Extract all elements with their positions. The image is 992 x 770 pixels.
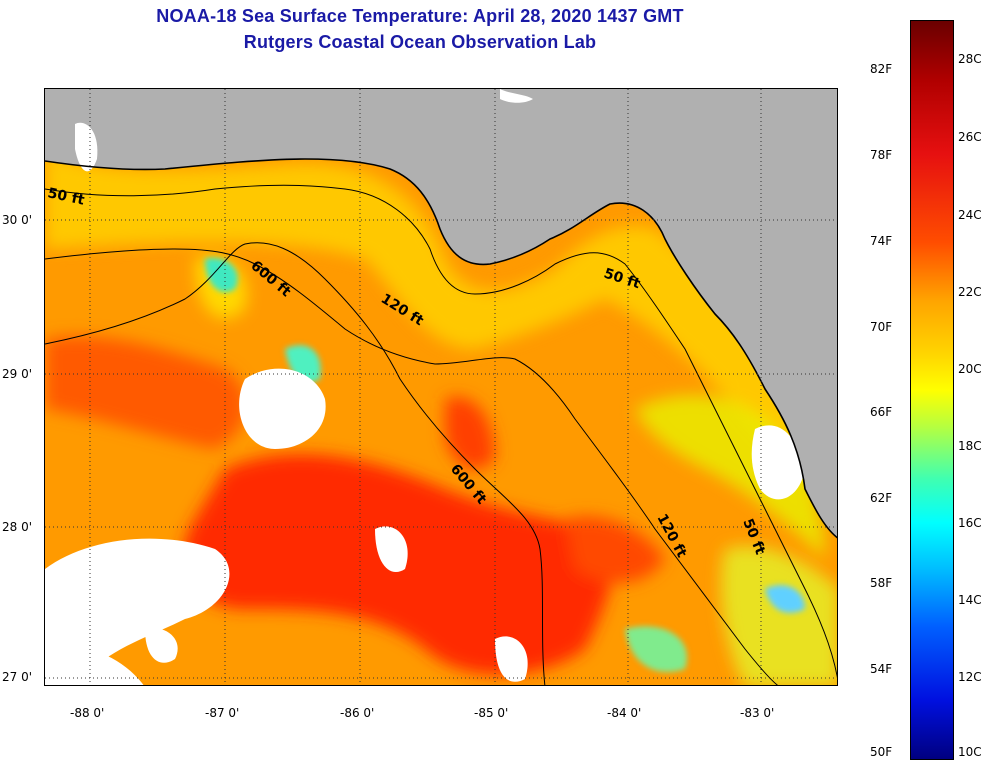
- temperature-colorbar: [910, 20, 954, 760]
- lon-label-84: -84 0': [607, 706, 642, 720]
- lat-label-27: 27 0': [2, 670, 33, 684]
- sst-map-svg: 50 ft 600 ft 120 ft 50 ft 600 ft 120 ft …: [45, 89, 837, 685]
- lon-label-83: -83 0': [740, 706, 775, 720]
- lon-label-86: -86 0': [340, 706, 375, 720]
- colorbar-label-10C: 10C: [958, 745, 982, 759]
- colorbar-label-78F: 78F: [870, 148, 893, 162]
- map-title: NOAA-18 Sea Surface Temperature: April 2…: [156, 6, 684, 26]
- colorbar-label-70F: 70F: [870, 320, 893, 334]
- contour-600ft: [45, 242, 546, 685]
- cloud-cover: [45, 368, 805, 685]
- lat-label-30: 30 0': [2, 213, 33, 227]
- colorbar-label-14C: 14C: [958, 593, 982, 607]
- colorbar-label-58F: 58F: [870, 576, 893, 590]
- colorbar-label-16C: 16C: [958, 516, 982, 530]
- lon-label-87: -87 0': [205, 706, 240, 720]
- graticule: [45, 89, 837, 685]
- contour-120ft: [45, 248, 779, 685]
- contour-label-50ft-west: 50 ft: [46, 185, 86, 208]
- colorbar-label-50F: 50F: [870, 745, 893, 759]
- sst-map: 50 ft 600 ft 120 ft 50 ft 600 ft 120 ft …: [44, 88, 838, 686]
- colorbar-label-62F: 62F: [870, 491, 893, 505]
- lon-label-85: -85 0': [474, 706, 509, 720]
- colorbar-label-12C: 12C: [958, 670, 982, 684]
- land: [45, 89, 837, 538]
- lon-label-88: -88 0': [70, 706, 105, 720]
- contour-50ft: [45, 184, 837, 679]
- colorbar-label-22C: 22C: [958, 285, 982, 299]
- coastline: [45, 158, 837, 539]
- lat-label-29: 29 0': [2, 367, 33, 381]
- colorbar-label-18C: 18C: [958, 439, 982, 453]
- colorbar-label-20C: 20C: [958, 362, 982, 376]
- lat-label-28: 28 0': [2, 520, 33, 534]
- map-subtitle: Rutgers Coastal Ocean Observation Lab: [243, 32, 597, 52]
- colorbar-label-82F: 82F: [870, 62, 893, 76]
- colorbar-label-74F: 74F: [870, 234, 893, 248]
- colorbar-label-24C: 24C: [958, 208, 982, 222]
- colorbar-label-54F: 54F: [870, 662, 893, 676]
- colorbar-label-66F: 66F: [870, 405, 893, 419]
- colorbar-label-28C: 28C: [958, 52, 982, 66]
- depth-contours: [45, 184, 837, 685]
- colorbar-label-26C: 26C: [958, 130, 982, 144]
